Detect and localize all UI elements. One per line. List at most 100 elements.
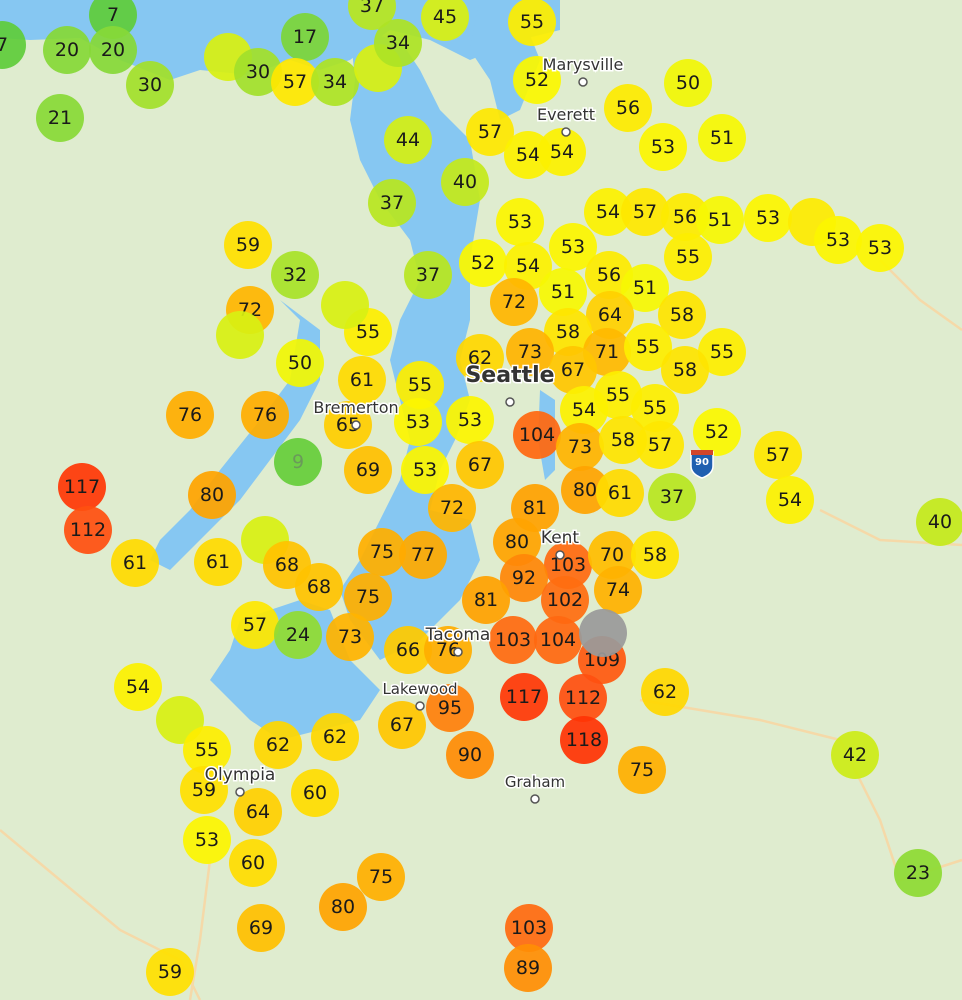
marker-circle[interactable] <box>146 948 194 996</box>
aqi-sensor-marker[interactable]: 67 <box>378 701 426 749</box>
aqi-sensor-marker[interactable]: 56 <box>661 193 709 241</box>
marker-circle[interactable] <box>585 251 633 299</box>
aqi-sensor-marker[interactable]: 62 <box>254 721 302 769</box>
marker-circle[interactable] <box>348 0 396 30</box>
marker-circle[interactable] <box>64 506 112 554</box>
aqi-sensor-marker[interactable]: 50 <box>276 339 324 387</box>
aqi-sensor-marker[interactable]: 59 <box>180 766 228 814</box>
aqi-sensor-marker[interactable]: 69 <box>344 446 392 494</box>
aqi-sensor-marker[interactable]: 51 <box>539 268 587 316</box>
aqi-sensor-marker[interactable]: 9 <box>274 438 322 486</box>
aqi-sensor-marker[interactable]: 89 <box>504 944 552 992</box>
marker-circle[interactable] <box>224 221 272 269</box>
aqi-sensor-marker[interactable]: 65 <box>324 401 372 449</box>
marker-circle[interactable] <box>357 853 405 901</box>
aqi-sensor-marker[interactable]: 44 <box>384 116 432 164</box>
marker-circle[interactable] <box>916 498 962 546</box>
marker-circle[interactable] <box>693 408 741 456</box>
aqi-sensor-marker[interactable]: 80 <box>188 471 236 519</box>
marker-circle[interactable] <box>319 883 367 931</box>
aqi-sensor-marker[interactable]: 32 <box>271 251 319 299</box>
aqi-sensor-marker[interactable]: 42 <box>831 731 879 779</box>
city-label-tacoma[interactable]: Tacoma <box>423 624 492 657</box>
marker-circle[interactable] <box>586 291 634 339</box>
marker-circle[interactable] <box>624 323 672 371</box>
marker-circle[interactable] <box>111 539 159 587</box>
marker-circle[interactable] <box>648 473 696 521</box>
marker-circle[interactable] <box>231 601 279 649</box>
marker-circle[interactable] <box>560 386 608 434</box>
marker-circle[interactable] <box>281 13 329 61</box>
aqi-sensor-marker[interactable]: 58 <box>661 346 709 394</box>
marker-circle[interactable] <box>698 114 746 162</box>
marker-circle[interactable] <box>183 726 231 774</box>
marker-circle[interactable] <box>621 264 669 312</box>
marker-circle[interactable] <box>621 188 669 236</box>
marker-circle[interactable] <box>166 391 214 439</box>
aqi-sensor-marker[interactable]: 73 <box>556 423 604 471</box>
marker-circle[interactable] <box>541 576 589 624</box>
marker-circle[interactable] <box>831 731 879 779</box>
aqi-sensor-marker[interactable]: 7 <box>0 21 26 69</box>
aqi-sensor-marker[interactable]: 103 <box>505 904 553 952</box>
aqi-sensor-marker[interactable]: 62 <box>456 334 504 382</box>
aqi-sensor-marker[interactable]: 64 <box>234 788 282 836</box>
marker-circle[interactable] <box>394 398 442 446</box>
marker-circle[interactable] <box>374 19 422 67</box>
marker-circle[interactable] <box>126 61 174 109</box>
marker-circle[interactable] <box>544 308 592 356</box>
aqi-sensor-marker[interactable]: 104 <box>513 411 561 459</box>
marker-circle[interactable] <box>631 531 679 579</box>
marker-circle[interactable] <box>424 626 472 674</box>
marker-circle[interactable] <box>594 566 642 614</box>
marker-circle[interactable] <box>344 446 392 494</box>
aqi-sensor-marker[interactable]: 52 <box>693 408 741 456</box>
marker-circle[interactable] <box>291 769 339 817</box>
marker-circle[interactable] <box>493 518 541 566</box>
aqi-sensor-marker[interactable]: 90 <box>446 731 494 779</box>
marker-circle[interactable] <box>183 816 231 864</box>
marker-circle[interactable] <box>500 673 548 721</box>
aqi-sensor-marker[interactable]: 75 <box>618 746 666 794</box>
marker-circle[interactable] <box>560 716 608 764</box>
marker-circle[interactable] <box>358 528 406 576</box>
city-label-seattle[interactable]: Seattle <box>464 362 556 407</box>
aqi-sensor-marker[interactable]: 62 <box>641 668 689 716</box>
marker-circle[interactable] <box>661 346 709 394</box>
marker-circle[interactable] <box>599 416 647 464</box>
marker-circle[interactable] <box>561 466 609 514</box>
marker-circle[interactable] <box>321 281 369 329</box>
aqi-sensor-marker[interactable]: 80 <box>561 466 609 514</box>
marker-circle[interactable] <box>618 746 666 794</box>
aqi-sensor-marker[interactable]: 55 <box>631 384 679 432</box>
aqi-sensor-marker[interactable] <box>216 311 264 359</box>
aqi-sensor-marker[interactable]: 69 <box>237 904 285 952</box>
marker-circle[interactable] <box>894 849 942 897</box>
marker-circle[interactable] <box>462 576 510 624</box>
aqi-sensor-marker[interactable]: 80 <box>319 883 367 931</box>
marker-circle[interactable] <box>194 538 242 586</box>
aqi-sensor-marker[interactable]: 58 <box>599 416 647 464</box>
aqi-sensor-marker[interactable]: 104 <box>534 616 582 664</box>
marker-circle[interactable] <box>504 944 552 992</box>
aqi-sensor-marker[interactable]: 81 <box>462 576 510 624</box>
marker-circle[interactable] <box>384 626 432 674</box>
marker-circle[interactable] <box>459 239 507 287</box>
marker-circle[interactable] <box>446 731 494 779</box>
marker-circle[interactable] <box>596 469 644 517</box>
marker-circle[interactable] <box>311 713 359 761</box>
marker-circle[interactable] <box>534 616 582 664</box>
marker-circle[interactable] <box>489 616 537 664</box>
aqi-sensor-marker[interactable]: 54 <box>114 663 162 711</box>
city-label-bremerton[interactable]: Bremerton <box>312 397 400 430</box>
aqi-sensor-marker[interactable]: 117 <box>500 673 548 721</box>
marker-circle[interactable] <box>496 198 544 246</box>
aqi-sensor-marker[interactable] <box>321 281 369 329</box>
marker-circle[interactable] <box>744 194 792 242</box>
marker-circle[interactable] <box>505 904 553 952</box>
marker-circle[interactable] <box>274 438 322 486</box>
aqi-sensor-marker[interactable]: 76 <box>166 391 214 439</box>
aqi-sensor-marker[interactable]: 73 <box>326 613 374 661</box>
city-label-kent[interactable]: Kent <box>539 527 581 560</box>
aqi-sensor-marker[interactable]: 20 <box>89 26 137 74</box>
